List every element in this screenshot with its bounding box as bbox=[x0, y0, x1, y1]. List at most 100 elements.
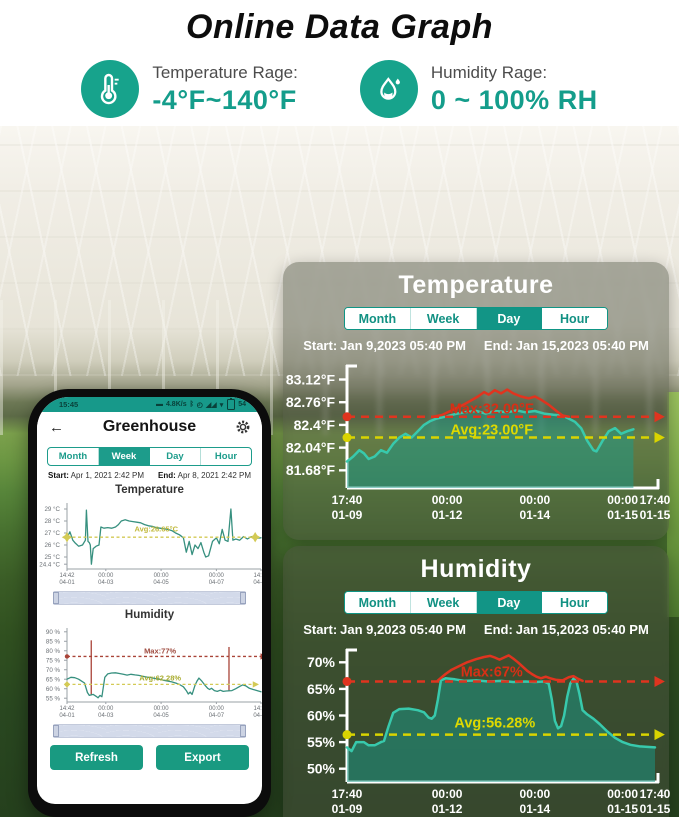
slider-handle-right[interactable] bbox=[240, 725, 246, 737]
slider-handle-left[interactable] bbox=[53, 592, 59, 604]
start-value: Apr 1, 2021 2:42 PM bbox=[70, 471, 145, 480]
svg-text:14:42: 14:42 bbox=[253, 573, 262, 579]
slider-handle-left[interactable] bbox=[53, 725, 59, 737]
humidity-panel: Humidity Month Week Day Hour Start: Jan 9… bbox=[283, 546, 671, 817]
svg-text:55%: 55% bbox=[307, 734, 336, 750]
phone-screen: 15:45 ▬ 4.8K/s ᛒ ◴ ◢◢ ▾ 54 ← Greenhouse bbox=[37, 397, 262, 804]
svg-text:70%: 70% bbox=[307, 654, 336, 670]
wifi-icon: ▾ bbox=[219, 401, 224, 409]
svg-text:00:00: 00:00 bbox=[520, 493, 551, 507]
svg-text:00:00: 00:00 bbox=[154, 573, 170, 579]
tab-hour[interactable]: Hour bbox=[214, 451, 238, 462]
start-value: Jan 9,2023 05:40 PM bbox=[340, 338, 466, 353]
status-time: 15:45 bbox=[59, 400, 79, 409]
svg-text:00:00: 00:00 bbox=[520, 787, 551, 801]
tab-hour[interactable]: Hour bbox=[542, 592, 607, 613]
start-value: Jan 9,2023 05:40 PM bbox=[340, 622, 466, 637]
svg-text:04-03: 04-03 bbox=[98, 580, 114, 586]
temperature-range-value: -4°F~140°F bbox=[152, 84, 297, 115]
svg-text:82.04°F: 82.04°F bbox=[286, 440, 336, 456]
svg-text:Max:77%: Max:77% bbox=[144, 647, 176, 656]
phone-buttons: Refresh Export bbox=[50, 745, 249, 770]
svg-text:01-12: 01-12 bbox=[432, 508, 463, 522]
svg-text:65%: 65% bbox=[307, 681, 336, 697]
svg-text:01-09: 01-09 bbox=[332, 508, 363, 522]
start-label: Start: bbox=[303, 338, 338, 353]
svg-text:Avg:62.28%: Avg:62.28% bbox=[139, 673, 181, 682]
svg-text:04-07: 04-07 bbox=[209, 713, 225, 719]
svg-text:14:42: 14:42 bbox=[59, 573, 75, 579]
svg-text:01-15: 01-15 bbox=[607, 508, 638, 522]
tab-day[interactable]: Day bbox=[476, 592, 543, 613]
svg-text:60%: 60% bbox=[307, 707, 336, 723]
back-button[interactable]: ← bbox=[49, 418, 64, 436]
phone-mockup: 15:45 ▬ 4.8K/s ᛒ ◴ ◢◢ ▾ 54 ← Greenhouse bbox=[28, 389, 271, 817]
svg-text:04-05: 04-05 bbox=[153, 580, 169, 586]
end-value: Jan 15,2023 05:40 PM bbox=[515, 622, 649, 637]
humidity-range-slider[interactable] bbox=[53, 724, 246, 738]
temperature-range-badge: Temperature Rage: -4°F~140°F bbox=[81, 60, 298, 118]
tab-day[interactable]: Day bbox=[476, 308, 543, 329]
tab-week[interactable]: Week bbox=[99, 448, 150, 465]
svg-text:82.76°F: 82.76°F bbox=[286, 394, 336, 410]
svg-text:00:00: 00:00 bbox=[432, 787, 463, 801]
svg-text:17:40: 17:40 bbox=[332, 787, 363, 801]
phone-date-range: Start: Apr 1, 2021 2:42 PM End: Apr 8, 2… bbox=[37, 471, 262, 480]
data-saver-icon: ▬ bbox=[155, 401, 163, 408]
alarm-icon: ◴ bbox=[196, 401, 203, 409]
tab-week[interactable]: Week bbox=[410, 592, 477, 613]
battery-percent: 54 bbox=[238, 401, 246, 408]
tab-month[interactable]: Month bbox=[345, 592, 411, 613]
svg-text:24.4 °C: 24.4 °C bbox=[39, 561, 60, 568]
svg-text:00:00: 00:00 bbox=[432, 493, 463, 507]
page-title: Online Data Graph bbox=[186, 8, 493, 46]
phone-humidity-chart: 90 %85 %80 %75 %70 %65 %60 %55 %14:4204-… bbox=[46, 628, 262, 719]
svg-text:00:00: 00:00 bbox=[209, 573, 225, 579]
svg-text:Avg:26.65°C: Avg:26.65°C bbox=[134, 524, 178, 533]
humidity-chart: 70%65%60%55%50%17:4001-0900:0001-1200:00… bbox=[307, 648, 671, 816]
refresh-button[interactable]: Refresh bbox=[50, 745, 143, 770]
foliage-edge bbox=[667, 392, 679, 617]
settings-gear-icon[interactable] bbox=[235, 419, 251, 435]
tab-hour[interactable]: Hour bbox=[542, 308, 607, 329]
humidity-panel-title: Humidity bbox=[420, 555, 532, 583]
svg-text:01-14: 01-14 bbox=[520, 802, 551, 816]
temperature-range-slider[interactable] bbox=[53, 591, 246, 605]
tab-month[interactable]: Month bbox=[345, 308, 411, 329]
svg-text:14:42: 14:42 bbox=[59, 706, 75, 712]
svg-text:81.68°F: 81.68°F bbox=[286, 462, 336, 478]
svg-text:04-05: 04-05 bbox=[153, 713, 169, 719]
svg-text:65 %: 65 % bbox=[46, 676, 61, 683]
svg-text:17:40: 17:40 bbox=[332, 493, 363, 507]
tab-week[interactable]: Week bbox=[410, 308, 477, 329]
svg-text:55 %: 55 % bbox=[46, 695, 61, 702]
svg-text:01-09: 01-09 bbox=[332, 802, 363, 816]
phone-humidity-title: Humidity bbox=[124, 609, 175, 621]
svg-text:17:40: 17:40 bbox=[640, 787, 671, 801]
svg-text:01-14: 01-14 bbox=[520, 508, 551, 522]
svg-text:00:00: 00:00 bbox=[607, 493, 638, 507]
end-value: Apr 8, 2021 2:42 PM bbox=[177, 471, 251, 480]
bluetooth-icon: ᛒ bbox=[189, 401, 194, 408]
humidity-range-value: 0 ~ 100% RH bbox=[430, 84, 598, 115]
svg-text:80 %: 80 % bbox=[46, 648, 61, 655]
svg-text:17:40: 17:40 bbox=[640, 493, 671, 507]
svg-text:04-08: 04-08 bbox=[253, 713, 262, 719]
svg-text:27 °C: 27 °C bbox=[44, 530, 60, 537]
svg-text:85 %: 85 % bbox=[46, 638, 61, 645]
slider-handle-right[interactable] bbox=[240, 592, 246, 604]
humidity-range-badge: Humidity Rage: 0 ~ 100% RH bbox=[359, 60, 598, 118]
svg-text:14:42: 14:42 bbox=[253, 706, 262, 712]
network-speed: 4.8K/s bbox=[165, 401, 187, 408]
svg-text:00:00: 00:00 bbox=[98, 573, 114, 579]
svg-text:83.12°F: 83.12°F bbox=[286, 371, 336, 387]
svg-text:28 °C: 28 °C bbox=[44, 518, 60, 525]
end-label: End: bbox=[158, 471, 176, 480]
svg-text:01-15: 01-15 bbox=[607, 802, 638, 816]
tab-month[interactable]: Month bbox=[48, 448, 99, 465]
export-button[interactable]: Export bbox=[156, 745, 249, 770]
app-title: Greenhouse bbox=[102, 418, 197, 435]
tab-day[interactable]: Day bbox=[150, 448, 201, 465]
svg-text:70 %: 70 % bbox=[46, 667, 61, 674]
svg-text:Max:67%: Max:67% bbox=[461, 664, 523, 680]
